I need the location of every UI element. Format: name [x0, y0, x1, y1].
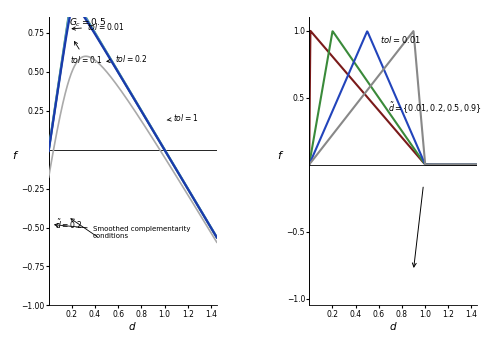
Text: $tol = 0.1$: $tol = 0.1$ [70, 42, 102, 65]
Text: $G_c = 0.5$: $G_c = 0.5$ [69, 16, 106, 29]
Text: $tol = 1$: $tol = 1$ [167, 112, 198, 123]
X-axis label: $d$: $d$ [129, 320, 137, 332]
Text: $tol = 0.01$: $tol = 0.01$ [72, 21, 124, 32]
Text: $tol = 0.01$: $tol = 0.01$ [380, 34, 421, 45]
Text: $\tilde{d} = 0.2$: $\tilde{d} = 0.2$ [56, 218, 82, 231]
Text: $f_{\max} = 1$: $f_{\max} = 1$ [69, 0, 104, 3]
Text: $tol = 0.2$: $tol = 0.2$ [107, 53, 147, 65]
X-axis label: $d$: $d$ [389, 320, 397, 332]
Y-axis label: $f$: $f$ [12, 149, 19, 161]
Y-axis label: $f$: $f$ [277, 149, 284, 161]
Text: $\tilde{d} = \{0.01, 0.2, 0.5, 0.9\}$: $\tilde{d} = \{0.01, 0.2, 0.5, 0.9\}$ [388, 101, 482, 116]
Text: Smoothed complementarity
conditions: Smoothed complementarity conditions [55, 223, 190, 239]
